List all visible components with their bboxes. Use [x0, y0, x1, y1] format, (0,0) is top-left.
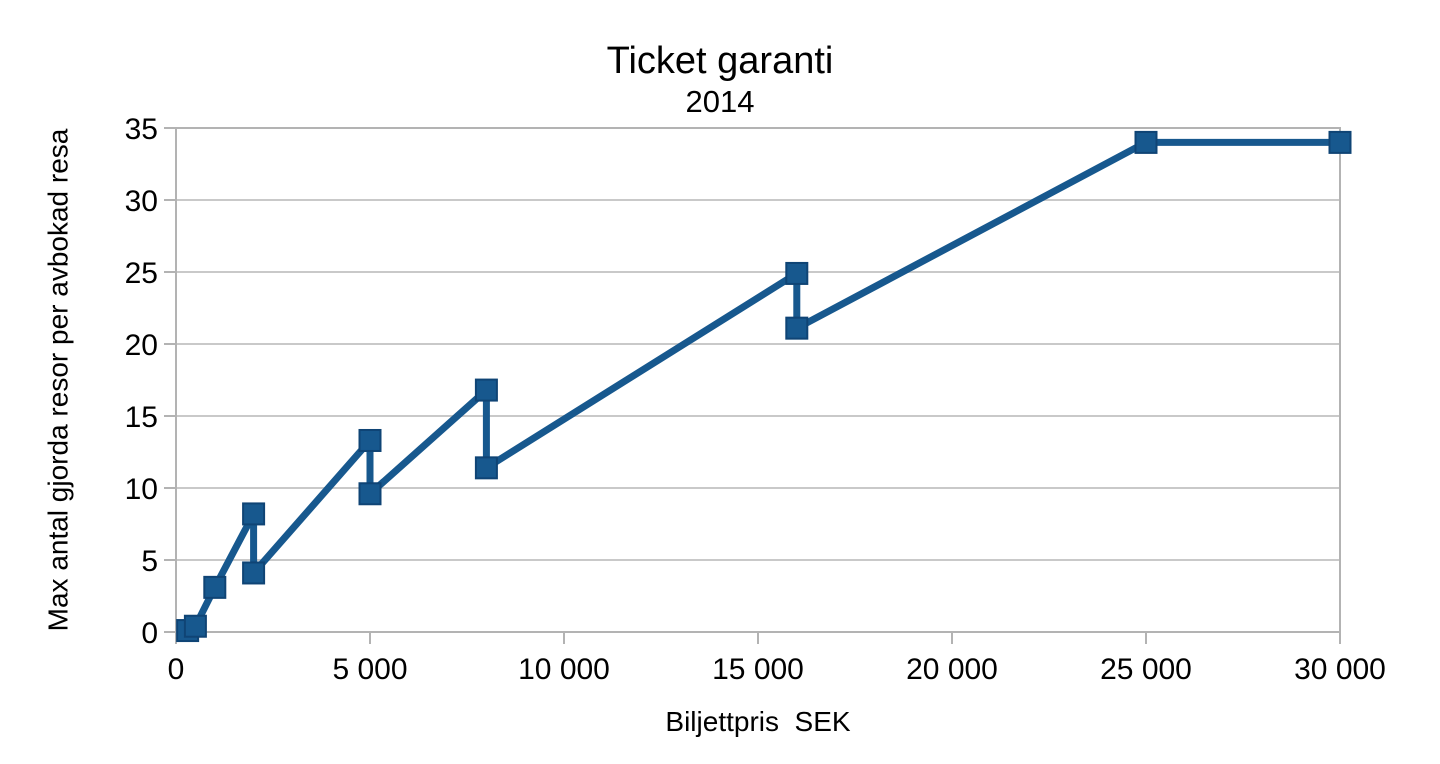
data-point-marker	[785, 261, 809, 285]
data-point-marker	[358, 428, 382, 452]
x-tick-label: 25 000	[1100, 653, 1192, 686]
data-point-marker	[203, 575, 227, 599]
x-tick-labels: 0 5 000 10 000 15 000 20 000 25 000 30 000	[168, 653, 1386, 686]
data-series	[176, 130, 1352, 643]
x-axis-title: Biljettpris SEK	[665, 706, 851, 737]
x-tick-label: 5 000	[332, 653, 407, 686]
gridlines	[176, 127, 1340, 633]
data-point-marker	[183, 614, 207, 638]
data-point-marker	[358, 482, 382, 506]
y-tick-label: 0	[141, 617, 158, 650]
x-tick-label: 30 000	[1294, 653, 1386, 686]
data-point-marker	[1328, 130, 1352, 154]
x-tick-label: 10 000	[518, 653, 610, 686]
x-tick-label: 0	[168, 653, 185, 686]
y-tick-label: 5	[141, 545, 158, 578]
y-tick-label: 20	[125, 329, 158, 362]
chart-subtitle: 2014	[685, 84, 755, 119]
data-point-marker	[785, 316, 809, 340]
y-tick-label: 10	[125, 473, 158, 506]
chart-title: Ticket garanti	[606, 40, 834, 82]
data-point-marker	[242, 502, 266, 526]
y-tick-label: 35	[125, 113, 158, 146]
x-tick-label: 20 000	[906, 653, 998, 686]
data-point-marker	[474, 456, 498, 480]
y-tick-label: 25	[125, 257, 158, 290]
y-tick-label: 15	[125, 401, 158, 434]
data-point-marker	[242, 561, 266, 585]
series-line	[185, 138, 1340, 634]
plot-frame	[175, 127, 1341, 633]
y-tick-label: 30	[125, 185, 158, 218]
data-point-marker	[474, 378, 498, 402]
y-tick-labels: 0 5 10 15 20 25 30 35	[125, 113, 158, 650]
axis-ticks	[164, 127, 1341, 644]
x-tick-label: 15 000	[712, 653, 804, 686]
data-point-marker	[1134, 130, 1158, 154]
